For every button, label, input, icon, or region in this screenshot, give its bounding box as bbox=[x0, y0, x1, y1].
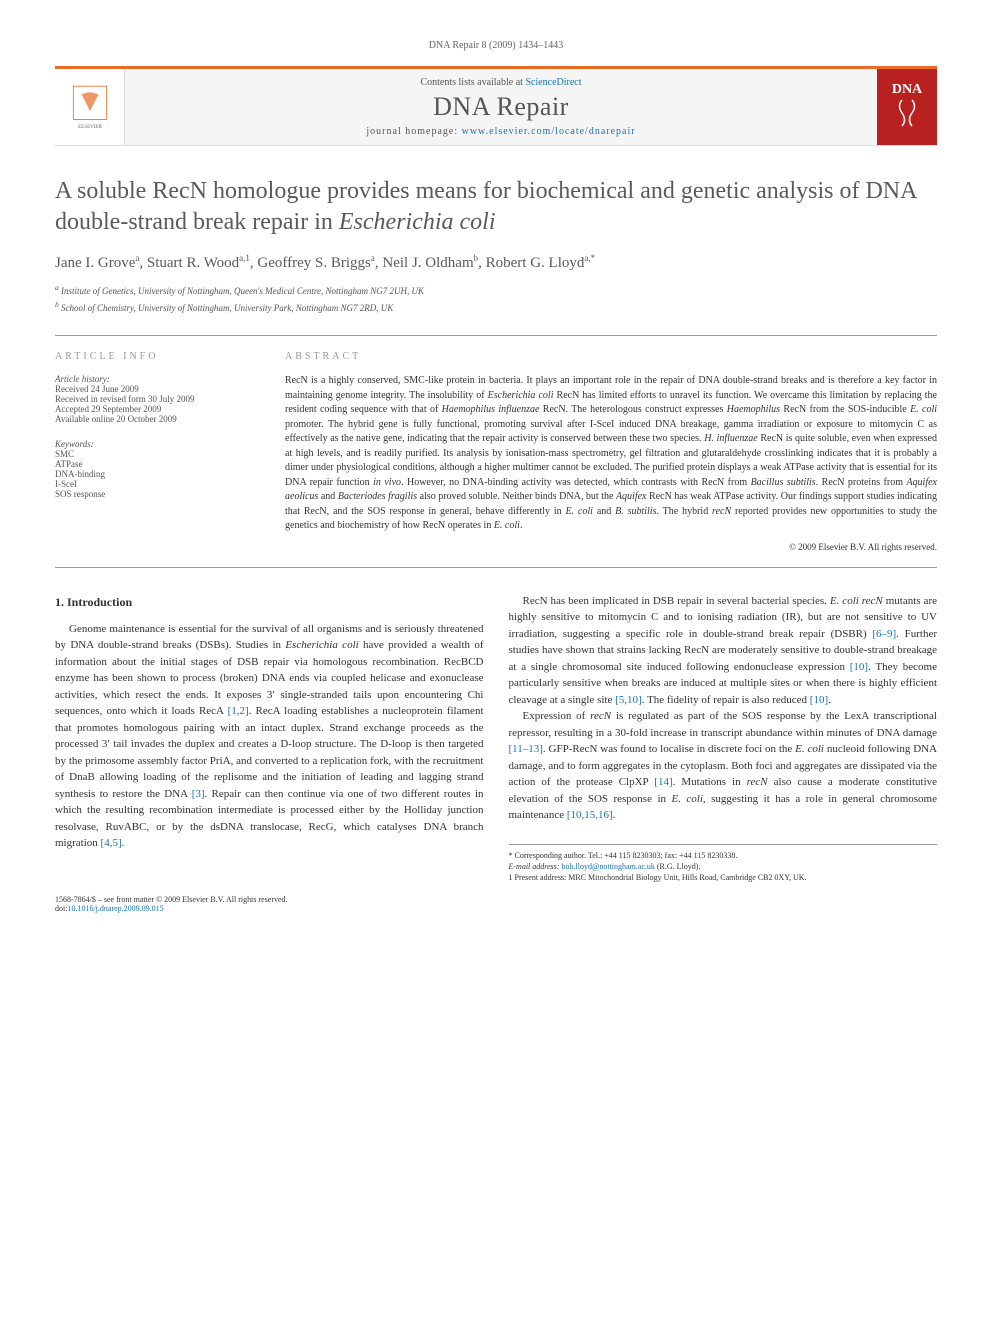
page-footer: 1568-7864/$ – see front matter © 2009 El… bbox=[55, 895, 937, 913]
email-line: E-mail address: bob.lloyd@nottingham.ac.… bbox=[509, 861, 938, 872]
doi-line: doi:10.1016/j.dnarep.2009.09.015 bbox=[55, 904, 937, 913]
abstract-heading: ABSTRACT bbox=[285, 351, 937, 362]
authors-list: Jane I. Grovea, Stuart R. Wooda,1, Geoff… bbox=[55, 253, 937, 272]
sciencedirect-link[interactable]: ScienceDirect bbox=[525, 77, 581, 88]
present-address: 1 Present address: MRC Mitochondrial Bio… bbox=[509, 872, 938, 883]
journal-homepage: journal homepage: www.elsevier.com/locat… bbox=[125, 126, 877, 137]
keywords-list: SMCATPaseDNA-bindingI-SceISOS response bbox=[55, 449, 255, 499]
history-label: Article history: bbox=[55, 374, 255, 384]
doi-label: doi: bbox=[55, 904, 67, 913]
abstract-text: RecN is a highly conserved, SMC-like pro… bbox=[285, 374, 937, 534]
email-link[interactable]: bob.lloyd@nottingham.ac.uk bbox=[562, 862, 655, 871]
body-paragraph: RecN has been implicated in DSB repair i… bbox=[509, 593, 938, 709]
article-info-heading: ARTICLE INFO bbox=[55, 351, 255, 362]
running-header: DNA Repair 8 (2009) 1434–1443 bbox=[55, 40, 937, 51]
contents-line: Contents lists available at ScienceDirec… bbox=[125, 77, 877, 88]
history-list: Received 24 June 2009Received in revised… bbox=[55, 384, 255, 424]
elsevier-logo: ELSEVIER bbox=[55, 69, 125, 145]
body-paragraph: Expression of recN is regulated as part … bbox=[509, 708, 938, 824]
article-info: ARTICLE INFO Article history: Received 2… bbox=[55, 351, 255, 552]
section-heading: 1. Introduction bbox=[55, 593, 484, 611]
body-text: 1. Introduction Genome maintenance is es… bbox=[55, 593, 937, 884]
keywords-label: Keywords: bbox=[55, 439, 255, 449]
affiliations: a Institute of Genetics, University of N… bbox=[55, 282, 937, 315]
contents-prefix: Contents lists available at bbox=[420, 77, 525, 88]
article-title: A soluble RecN homologue provides means … bbox=[55, 176, 937, 238]
corresponding-author: * Corresponding author. Tel.: +44 115 82… bbox=[509, 850, 938, 861]
title-species: Escherichia coli bbox=[339, 209, 496, 235]
body-paragraph: Genome maintenance is essential for the … bbox=[55, 621, 484, 852]
journal-cover-thumb: DNA bbox=[877, 69, 937, 145]
email-suffix: (R.G. Lloyd). bbox=[655, 862, 701, 871]
journal-center: Contents lists available at ScienceDirec… bbox=[125, 69, 877, 145]
abstract: ABSTRACT RecN is a highly conserved, SMC… bbox=[285, 351, 937, 552]
journal-title: DNA Repair bbox=[125, 92, 877, 122]
info-abstract-row: ARTICLE INFO Article history: Received 2… bbox=[55, 335, 937, 568]
svg-text:ELSEVIER: ELSEVIER bbox=[78, 125, 102, 130]
doi-link[interactable]: 10.1016/j.dnarep.2009.09.015 bbox=[67, 904, 163, 913]
footnotes: * Corresponding author. Tel.: +44 115 82… bbox=[509, 844, 938, 884]
home-prefix: journal homepage: bbox=[366, 126, 461, 137]
journal-banner: ELSEVIER Contents lists available at Sci… bbox=[55, 66, 937, 146]
homepage-link[interactable]: www.elsevier.com/locate/dnarepair bbox=[462, 126, 636, 137]
email-label: E-mail address: bbox=[509, 862, 562, 871]
issn-line: 1568-7864/$ – see front matter © 2009 El… bbox=[55, 895, 937, 904]
copyright: © 2009 Elsevier B.V. All rights reserved… bbox=[285, 542, 937, 552]
cover-text: DNA bbox=[892, 82, 922, 98]
